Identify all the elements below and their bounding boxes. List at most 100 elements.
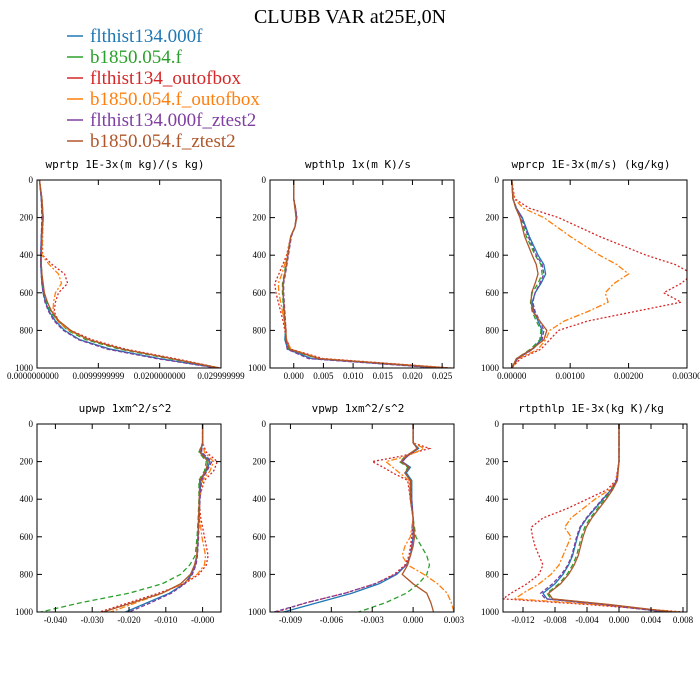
x-tick-label: 0.004 [641,615,662,625]
chart-panel-1: wprtp 1E-3x(m kg)/(s kg) 0 200 400 600 800 100… [7,158,245,381]
series-line [399,424,435,612]
y-tick-label: 1000 [481,607,500,617]
x-tick-label: -0.040 [44,615,68,625]
panel-title: upwp 1xm^2/s^2 [79,402,172,415]
y-tick-label: 400 [20,250,34,260]
series-line [384,424,454,612]
series-line [281,180,449,368]
figure-title: CLUBB VAR at25E,0N [254,6,446,28]
panel-title: vpwp 1xm^2/s^2 [312,402,405,415]
series-line [511,180,548,368]
x-tick-label: -0.004 [575,615,599,625]
chart-panel-6: rtpthlp 1E-3x(kg K)/kg 0 200 400 600 800 1000 -… [481,402,694,625]
series-line [38,180,219,368]
chart-panel-2: wpthlp 1x(m K)/s 0 200 400 600 800 1000 0.000 0.… [248,158,455,381]
x-tick-label: 0.005 [313,371,334,381]
y-tick-label: 1000 [15,607,34,617]
x-tick-label: -0.008 [543,615,567,625]
y-tick-label: 200 [486,213,500,223]
y-tick-label: 0 [29,175,34,185]
series-line [273,424,419,612]
series-line [539,424,666,612]
series-line [503,424,684,612]
x-tick-label: 0.0099999999 [72,371,124,381]
legend-entry: flthist134.000f [67,26,203,47]
y-tick-label: 200 [20,457,34,467]
series-line [282,180,447,368]
x-tick-label: 0.010 [343,371,364,381]
series-group [503,424,684,612]
panel-title: wprcp 1E-3x(m/s) (kg/kg) [512,158,671,171]
x-tick-label: 0.020 [402,371,423,381]
series-line [547,424,674,612]
y-tick-label: 600 [486,532,500,542]
series-line [511,180,547,368]
plot-frame [36,179,222,369]
y-tick-label: 400 [486,250,500,260]
legend: flthist134.000fb1850.054.fflthist134_out… [67,26,260,152]
legend-entry: b1850.054.f [67,47,183,68]
x-tick-label: 0.025 [432,371,453,381]
x-tick-label: 0.003 [444,615,465,625]
y-tick-label: 400 [20,494,34,504]
series-line [511,180,545,368]
series-line [38,180,220,368]
chart-panel-5: vpwp 1xm^2/s^2 0 200 400 600 800 1000 -0.009 -0.… [248,402,465,625]
x-tick-label: 0.0200000000 [134,371,186,381]
legend-entry: b1850.054.f_ztest2 [67,131,236,152]
y-tick-label: 600 [253,532,267,542]
legend-label: flthist134.000f_ztest2 [90,110,256,131]
series-line [511,180,543,368]
y-tick-label: 200 [486,457,500,467]
x-tick-label: 0.029999999 [197,371,245,381]
series-group [38,180,221,368]
y-tick-label: 800 [253,569,267,579]
x-tick-label: 0.0000000000 [7,371,59,381]
y-tick-label: 400 [253,494,267,504]
series-line [283,424,420,612]
legend-label: flthist134.000f [90,26,203,47]
y-tick-label: 800 [486,325,500,335]
series-line [546,424,672,612]
legend-entry: b1850.054.f_outofbox [67,89,260,110]
series-line [513,424,680,612]
y-tick-label: 400 [253,250,267,260]
y-tick-label: 600 [253,288,267,298]
x-tick-label: 0.00300 [672,371,700,381]
series-line [358,424,431,612]
plot-frame [502,179,688,369]
series-line [103,424,209,612]
y-tick-label: 0 [495,419,500,429]
legend-label: flthist134_outofbox [90,68,241,89]
x-tick-label: 0.008 [673,615,694,625]
chart-panel-3: wprcp 1E-3x(m/s) (kg/kg) 0 200 400 600 800 100… [481,158,700,381]
series-line [276,424,432,612]
y-tick-label: 200 [253,213,267,223]
x-tick-label: 0.000 [284,371,305,381]
series-group [511,180,687,368]
series-line [282,180,440,368]
series-line [38,180,221,368]
y-tick-label: 800 [253,325,267,335]
legend-label: b1850.054.f [90,47,183,68]
series-line [128,424,213,612]
series-line [277,180,450,368]
y-tick-label: 0 [262,175,267,185]
legend-entry: flthist134.000f_ztest2 [67,110,256,131]
series-group [273,424,454,612]
x-tick-label: -0.000 [191,615,215,625]
x-tick-label: -0.012 [511,615,534,625]
x-tick-label: 0.00200 [614,371,644,381]
y-tick-label: 0 [262,419,267,429]
x-tick-label: -0.010 [154,615,178,625]
x-tick-label: 0.000 [403,615,424,625]
y-tick-label: 1000 [481,363,500,373]
series-line [282,180,443,368]
plot-frame [269,179,455,369]
y-tick-label: 600 [486,288,500,298]
chart-panels: wprtp 1E-3x(m kg)/(s kg) 0 200 400 600 800 100… [7,158,700,625]
panel-title: rtpthlp 1E-3x(kg K)/kg [518,402,664,415]
plot-frame [502,423,688,613]
series-group [40,424,219,612]
